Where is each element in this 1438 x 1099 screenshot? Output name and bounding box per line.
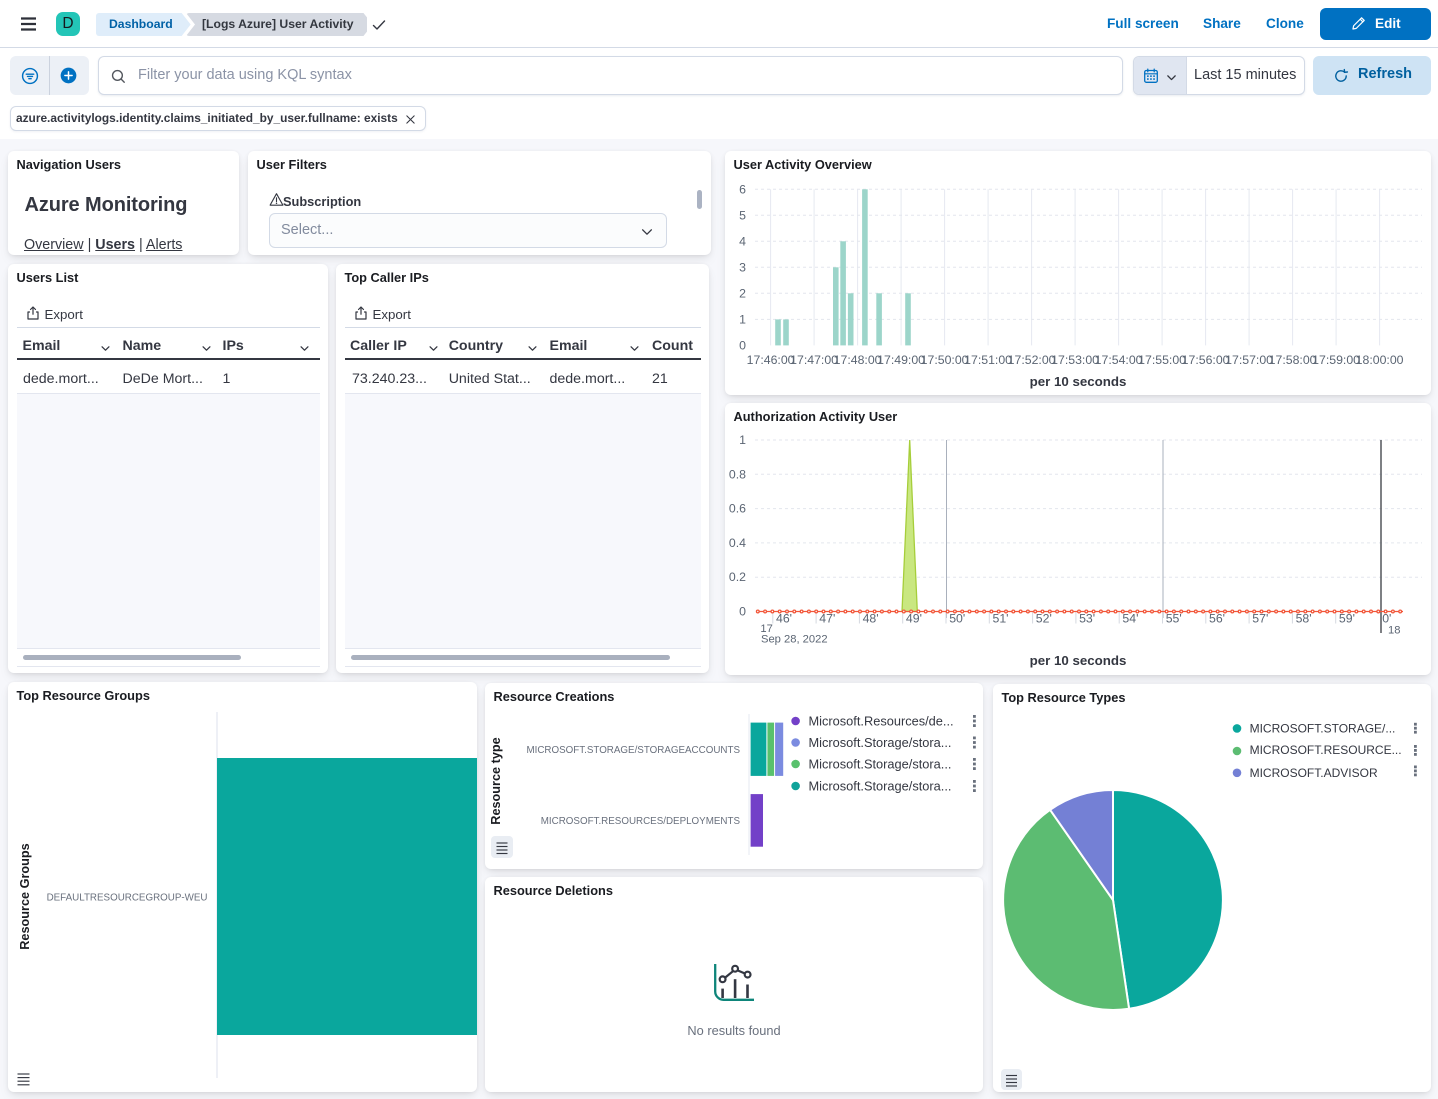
svg-text:54': 54' xyxy=(1122,612,1138,626)
svg-text:52': 52' xyxy=(1036,612,1052,626)
svg-text:18:00:00: 18:00:00 xyxy=(1356,353,1404,367)
svg-text:17:52:00: 17:52:00 xyxy=(1008,353,1056,367)
svg-text:3: 3 xyxy=(739,260,746,274)
svg-text:17:55:00: 17:55:00 xyxy=(1138,353,1186,367)
svg-text:48': 48' xyxy=(863,612,879,626)
svg-text:17:54:00: 17:54:00 xyxy=(1095,353,1143,367)
svg-text:58': 58' xyxy=(1296,612,1312,626)
svg-text:55': 55' xyxy=(1166,612,1182,626)
svg-text:Microsoft.Resources/de...: Microsoft.Resources/de... xyxy=(809,714,954,729)
svg-text:DEFAULTRESOURCEGROUP-WEU: DEFAULTRESOURCEGROUP-WEU xyxy=(47,893,208,904)
svg-text:0.8: 0.8 xyxy=(729,467,746,481)
svg-text:51': 51' xyxy=(993,612,1009,626)
svg-text:MICROSOFT.ADVISOR: MICROSOFT.ADVISOR xyxy=(1250,766,1378,780)
svg-text:57': 57' xyxy=(1252,612,1268,626)
svg-text:MICROSOFT.STORAGE/STORAGEACCOU: MICROSOFT.STORAGE/STORAGEACCOUNTS xyxy=(526,745,740,756)
svg-text:4: 4 xyxy=(739,234,746,248)
svg-text:18: 18 xyxy=(1388,625,1400,637)
svg-text:17:51:00: 17:51:00 xyxy=(964,353,1012,367)
svg-text:46': 46' xyxy=(776,612,792,626)
svg-text:0.2: 0.2 xyxy=(729,570,746,584)
svg-text:17:48:00: 17:48:00 xyxy=(834,353,882,367)
svg-text:0': 0' xyxy=(1382,612,1391,626)
svg-text:Sep 28, 2022: Sep 28, 2022 xyxy=(761,634,828,646)
svg-text:MICROSOFT.RESOURCE...: MICROSOFT.RESOURCE... xyxy=(1250,743,1402,757)
svg-text:Resource type: Resource type xyxy=(489,737,503,824)
svg-text:17:50:00: 17:50:00 xyxy=(921,353,969,367)
svg-text:47': 47' xyxy=(819,612,835,626)
svg-text:17:47:00: 17:47:00 xyxy=(790,353,838,367)
svg-text:17:58:00: 17:58:00 xyxy=(1269,353,1317,367)
svg-text:56': 56' xyxy=(1209,612,1225,626)
svg-text:17:59:00: 17:59:00 xyxy=(1312,353,1360,367)
svg-text:Microsoft.Storage/stora...: Microsoft.Storage/stora... xyxy=(809,779,952,794)
svg-text:Microsoft.Storage/stora...: Microsoft.Storage/stora... xyxy=(809,757,952,772)
svg-text:0: 0 xyxy=(739,338,746,352)
svg-text:2: 2 xyxy=(739,286,746,300)
svg-text:0.6: 0.6 xyxy=(729,502,746,516)
svg-text:17:53:00: 17:53:00 xyxy=(1051,353,1099,367)
svg-text:17:57:00: 17:57:00 xyxy=(1225,353,1273,367)
svg-text:per 10 seconds: per 10 seconds xyxy=(1030,374,1127,389)
svg-text:0.4: 0.4 xyxy=(729,536,746,550)
svg-text:17: 17 xyxy=(760,623,772,635)
svg-text:59': 59' xyxy=(1339,612,1355,626)
svg-text:1: 1 xyxy=(739,312,746,326)
svg-text:17:46:00: 17:46:00 xyxy=(747,353,795,367)
svg-text:17:49:00: 17:49:00 xyxy=(877,353,925,367)
svg-text:1: 1 xyxy=(739,433,746,447)
svg-text:0: 0 xyxy=(739,605,746,619)
svg-text:MICROSOFT.STORAGE/...: MICROSOFT.STORAGE/... xyxy=(1250,722,1396,736)
svg-text:Resource Groups: Resource Groups xyxy=(18,843,32,949)
svg-text:MICROSOFT.RESOURCES/DEPLOYMENT: MICROSOFT.RESOURCES/DEPLOYMENTS xyxy=(541,816,741,827)
svg-text:Microsoft.Storage/stora...: Microsoft.Storage/stora... xyxy=(809,735,952,750)
svg-text:49': 49' xyxy=(906,612,922,626)
svg-text:53': 53' xyxy=(1079,612,1095,626)
svg-text:6: 6 xyxy=(739,182,746,196)
svg-text:17:56:00: 17:56:00 xyxy=(1182,353,1230,367)
svg-text:5: 5 xyxy=(739,208,746,222)
svg-text:per 10 seconds: per 10 seconds xyxy=(1030,653,1127,668)
svg-text:50': 50' xyxy=(949,612,965,626)
